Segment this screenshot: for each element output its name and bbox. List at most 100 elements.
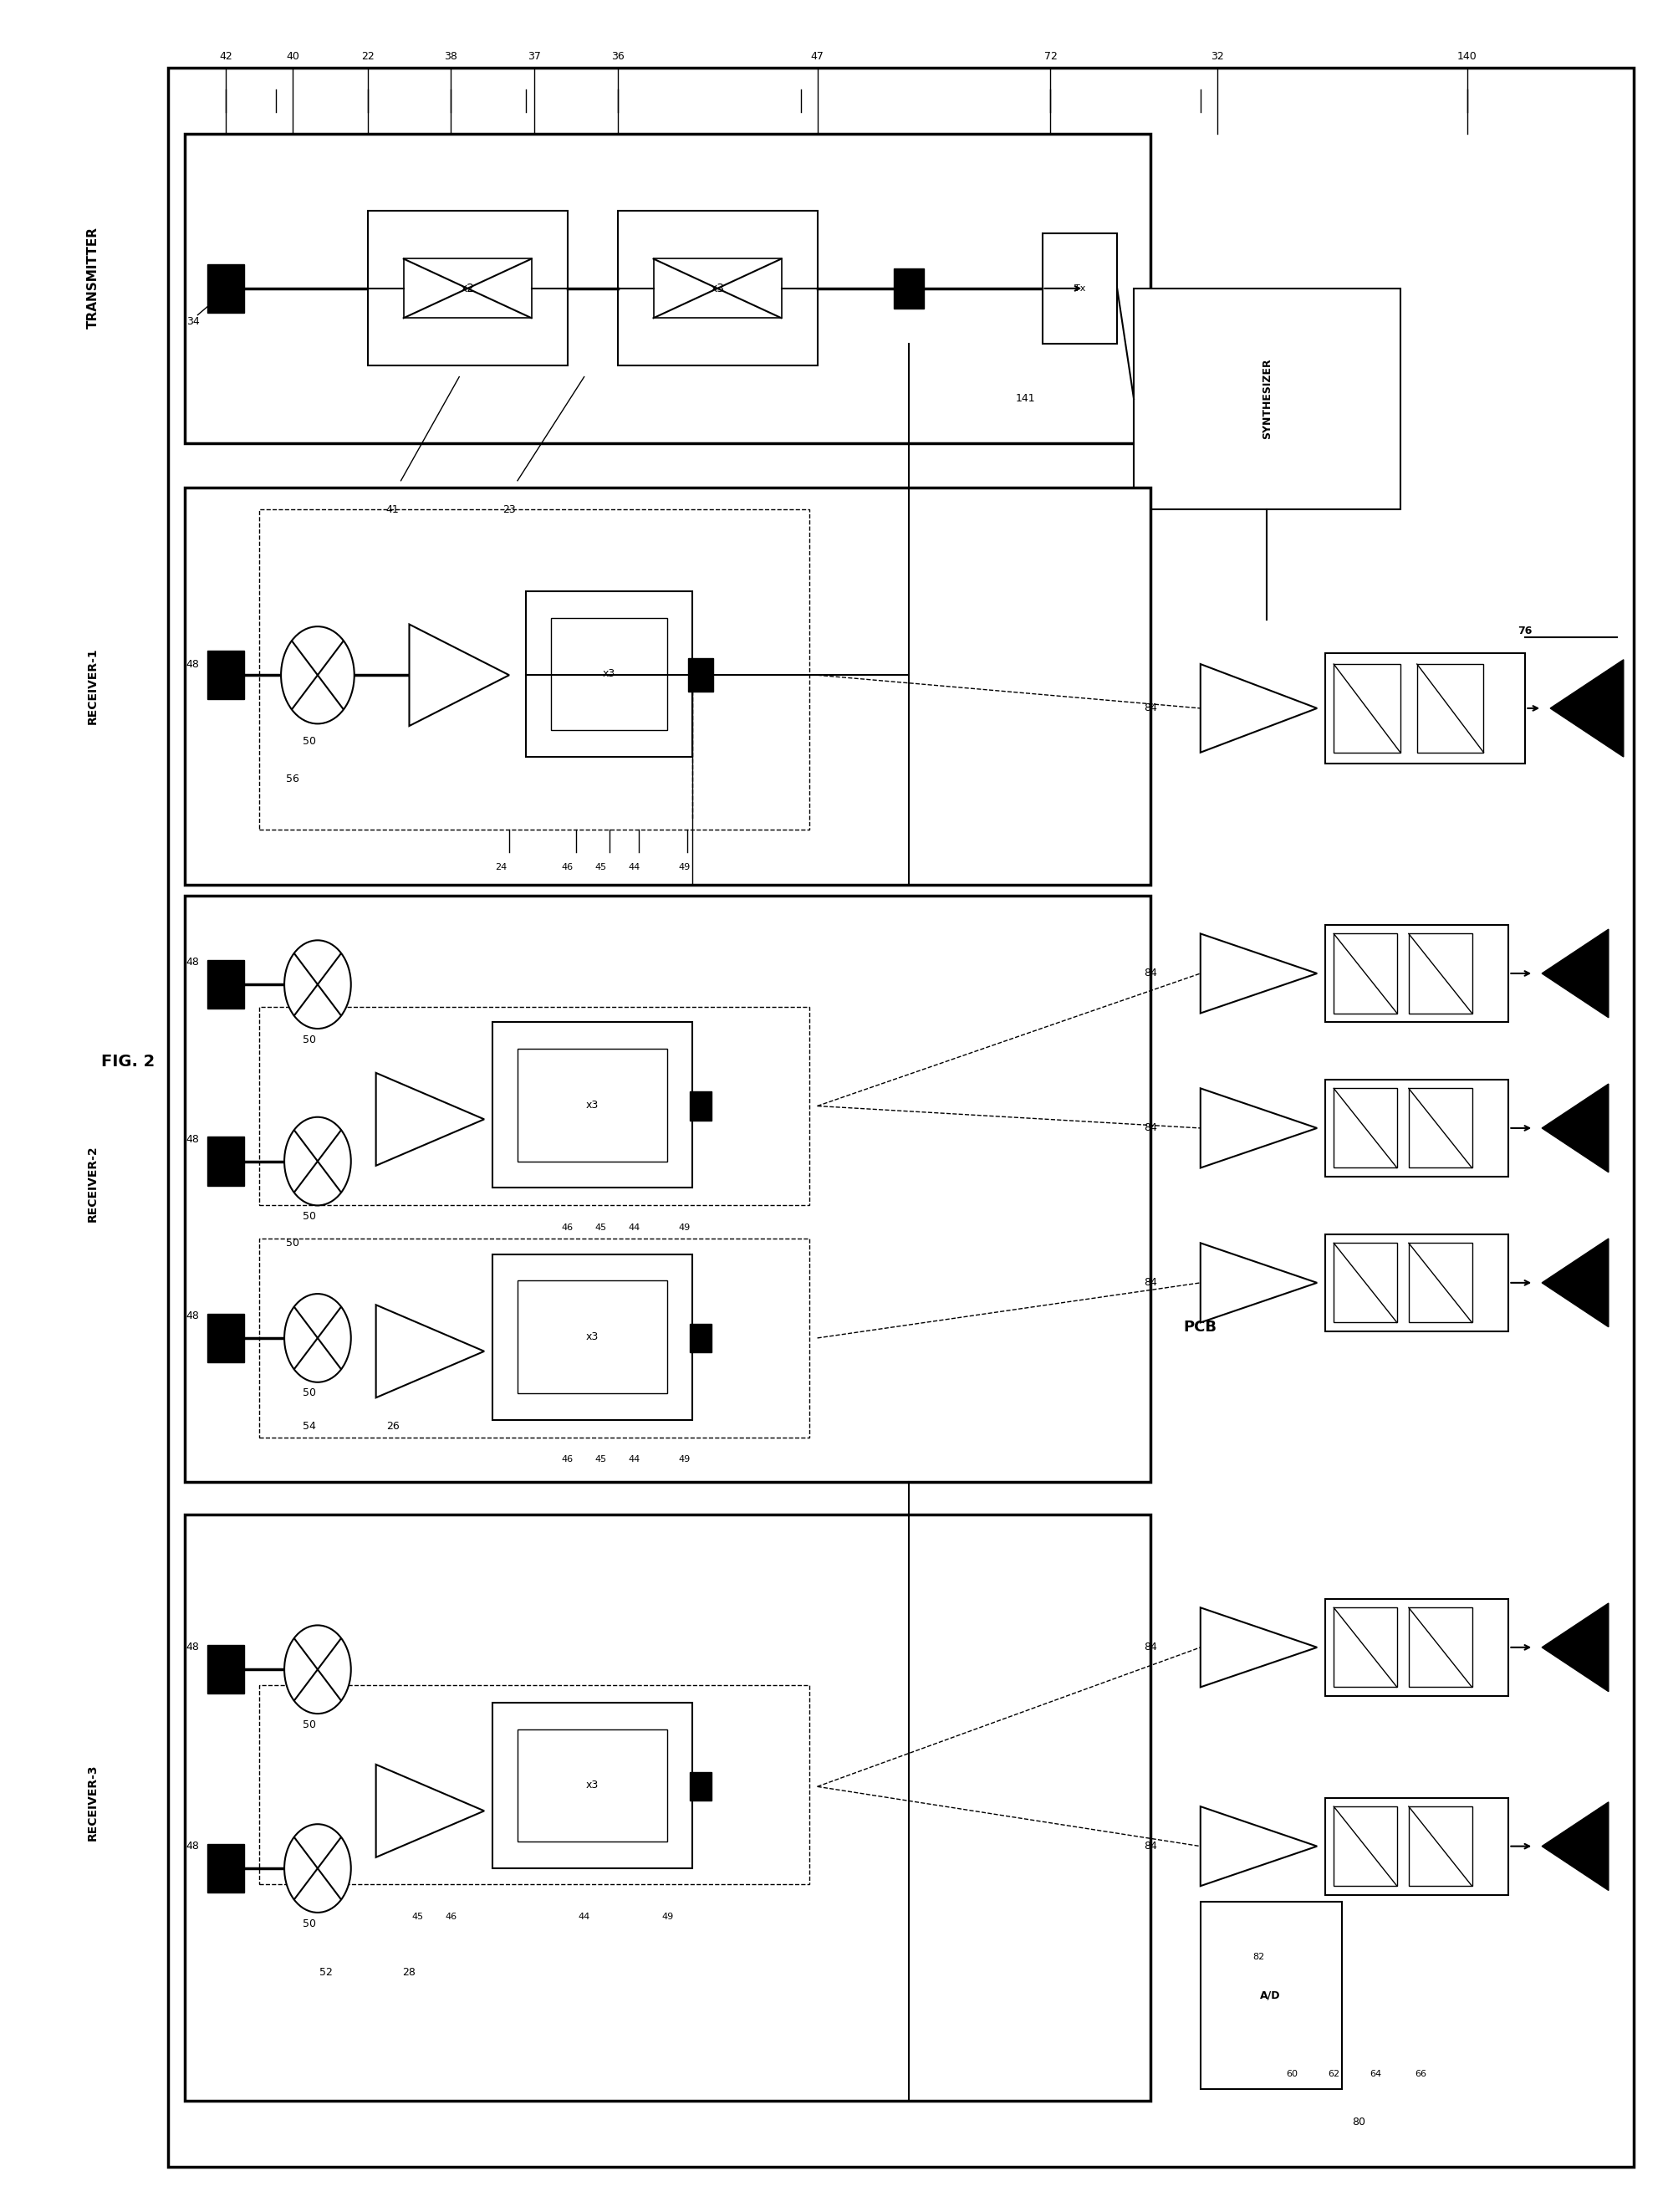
Text: 50: 50 — [302, 1210, 315, 1221]
Text: 141: 141 — [1016, 394, 1036, 405]
Bar — [517, 1281, 667, 1394]
Bar — [208, 1646, 244, 1694]
Bar — [1418, 664, 1483, 752]
Text: 45: 45 — [412, 1913, 424, 1922]
Text: 49: 49 — [679, 1223, 691, 1232]
Text: 84: 84 — [1144, 1641, 1158, 1652]
Circle shape — [280, 626, 354, 723]
Bar — [517, 1730, 667, 1843]
Text: 44: 44 — [629, 863, 641, 872]
Text: 41: 41 — [385, 504, 399, 515]
Text: 45: 45 — [595, 1455, 607, 1464]
Text: 48: 48 — [187, 1840, 200, 1851]
Bar — [259, 1686, 809, 1885]
Text: 45: 45 — [595, 863, 607, 872]
Text: 54: 54 — [302, 1420, 315, 1431]
Bar — [1334, 933, 1398, 1013]
Bar — [492, 1022, 692, 1188]
Text: 84: 84 — [1144, 703, 1158, 714]
Bar — [208, 650, 244, 699]
Bar — [1326, 653, 1525, 763]
Text: Tx: Tx — [1074, 283, 1086, 292]
Polygon shape — [1541, 1084, 1608, 1172]
Bar — [654, 259, 781, 319]
Text: 60: 60 — [1286, 2070, 1298, 2077]
Text: 36: 36 — [610, 51, 624, 62]
Polygon shape — [1541, 1604, 1608, 1692]
Bar — [208, 960, 244, 1009]
Polygon shape — [1201, 1088, 1318, 1168]
Text: 56: 56 — [285, 774, 299, 785]
Bar — [492, 1254, 692, 1420]
Text: 42: 42 — [220, 51, 232, 62]
Text: RECEIVER-2: RECEIVER-2 — [87, 1146, 98, 1221]
Polygon shape — [1550, 659, 1623, 757]
Polygon shape — [1541, 1239, 1608, 1327]
Text: 50: 50 — [302, 1035, 315, 1044]
Bar — [517, 1048, 667, 1161]
Text: TRANSMITTER: TRANSMITTER — [87, 226, 98, 327]
Text: 84: 84 — [1144, 1276, 1158, 1287]
Bar — [492, 1703, 692, 1869]
Text: x3: x3 — [585, 1781, 599, 1792]
Bar — [617, 210, 817, 365]
Text: 40: 40 — [285, 51, 299, 62]
Text: 48: 48 — [187, 659, 200, 670]
Bar — [1326, 1234, 1508, 1332]
Bar — [1409, 933, 1471, 1013]
Text: 23: 23 — [502, 504, 515, 515]
Bar — [259, 1239, 809, 1438]
Polygon shape — [1541, 1803, 1608, 1891]
Text: x3: x3 — [585, 1099, 599, 1110]
Text: 48: 48 — [187, 958, 200, 969]
Text: 64: 64 — [1369, 2070, 1381, 2077]
Text: 46: 46 — [562, 863, 574, 872]
Bar — [1326, 1798, 1508, 1896]
Text: 84: 84 — [1144, 969, 1158, 980]
Text: 22: 22 — [360, 51, 374, 62]
Text: 48: 48 — [187, 1310, 200, 1321]
Circle shape — [284, 1294, 350, 1382]
Bar — [259, 1006, 809, 1206]
Bar — [1201, 1902, 1343, 2090]
Polygon shape — [409, 624, 509, 726]
Text: RECEIVER-3: RECEIVER-3 — [87, 1763, 98, 1840]
Text: 44: 44 — [629, 1455, 641, 1464]
Circle shape — [284, 940, 350, 1029]
Polygon shape — [375, 1305, 484, 1398]
Text: 37: 37 — [527, 51, 540, 62]
Bar — [185, 1515, 1151, 2101]
Polygon shape — [1201, 933, 1318, 1013]
Circle shape — [284, 1626, 350, 1714]
Bar — [691, 1093, 712, 1119]
Text: 72: 72 — [1044, 51, 1058, 62]
Bar — [550, 617, 667, 730]
Text: RECEIVER-1: RECEIVER-1 — [87, 648, 98, 726]
Bar — [404, 259, 532, 319]
Polygon shape — [1201, 1807, 1318, 1887]
Text: 82: 82 — [1253, 1953, 1264, 1960]
Bar — [1134, 288, 1401, 509]
Bar — [185, 133, 1151, 442]
Bar — [1334, 1088, 1398, 1168]
Bar — [1409, 1608, 1471, 1688]
Bar — [367, 210, 567, 365]
Bar — [691, 1772, 712, 1801]
Text: 80: 80 — [1353, 2117, 1366, 2128]
Text: x3: x3 — [711, 283, 724, 294]
Text: PCB: PCB — [1184, 1318, 1218, 1334]
Text: 46: 46 — [562, 1223, 574, 1232]
Circle shape — [284, 1825, 350, 1913]
Text: 62: 62 — [1328, 2070, 1339, 2077]
Text: x2: x2 — [460, 283, 475, 294]
Text: 46: 46 — [562, 1455, 574, 1464]
Text: 84: 84 — [1144, 1124, 1158, 1133]
Text: 45: 45 — [595, 1223, 607, 1232]
Text: 26: 26 — [385, 1420, 399, 1431]
Bar — [689, 659, 714, 692]
Bar — [185, 896, 1151, 1482]
Polygon shape — [1541, 929, 1608, 1018]
Text: 48: 48 — [187, 1641, 200, 1652]
Text: 44: 44 — [579, 1913, 590, 1922]
Bar — [1326, 1079, 1508, 1177]
